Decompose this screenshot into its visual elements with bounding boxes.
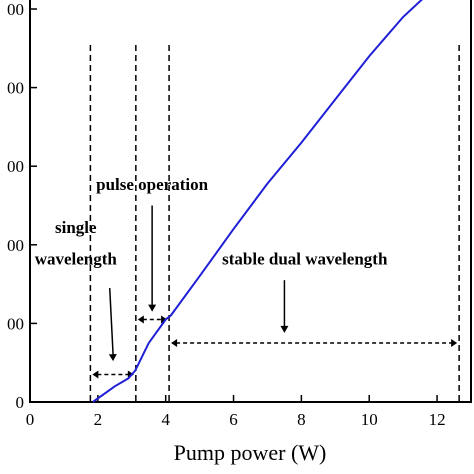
x-tick-label: 8 [297, 410, 306, 429]
range-arrowhead [451, 339, 458, 348]
series-line [92, 0, 423, 403]
y-tick-label: 00 [7, 79, 24, 98]
annotation-label: pulse operation [96, 175, 208, 194]
y-tick-label: 00 [7, 0, 24, 19]
x-tick-label: 0 [26, 410, 35, 429]
x-tick-label: 6 [229, 410, 238, 429]
x-tick-label: 12 [429, 410, 446, 429]
range-arrowhead [92, 370, 99, 379]
pointer-arrowhead [280, 325, 289, 333]
y-tick-label: 0 [16, 393, 25, 412]
y-tick-label: 00 [7, 157, 24, 176]
range-arrowhead [137, 315, 144, 324]
x-tick-label: 2 [94, 410, 103, 429]
range-arrowhead [171, 339, 178, 348]
x-tick-label: 4 [161, 410, 170, 429]
pointer-arrowhead [108, 353, 117, 362]
plot-frame [29, 0, 472, 403]
annotation-label: wavelength [35, 249, 118, 268]
pointer-arrowhead [148, 304, 157, 312]
annotation-label: single [55, 218, 97, 237]
y-tick-label: 00 [7, 314, 24, 333]
annotation-label: stable dual wavelength [222, 249, 388, 268]
range-arrowhead [161, 315, 168, 324]
x-axis-title: Pump power (W) [174, 440, 327, 465]
pointer-arrow [108, 287, 114, 356]
x-tick-label: 10 [361, 410, 378, 429]
y-tick-label: 00 [7, 236, 24, 255]
